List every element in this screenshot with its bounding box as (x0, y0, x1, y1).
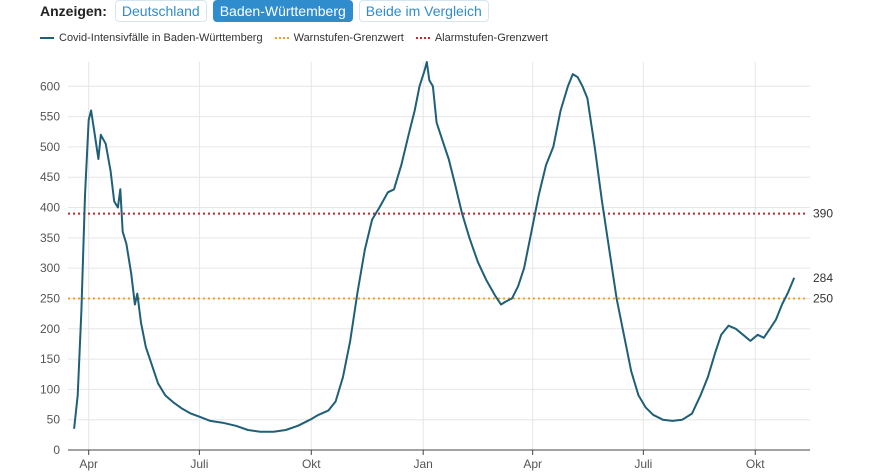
legend-label-alarm: Alarmstufen-Grenzwert (434, 32, 548, 44)
y-tick-label: 500 (40, 140, 60, 154)
y-tick-label: 300 (40, 261, 60, 275)
y-tick-label: 150 (40, 352, 60, 366)
x-tick-label: Okt (746, 457, 765, 471)
x-tick-label: Jan (414, 457, 433, 471)
x-tick-label: Juli (190, 457, 208, 471)
legend-item-alarm-threshold[interactable]: Alarmstufen-Grenzwert (415, 32, 548, 44)
y-tick-label: 100 (40, 382, 60, 396)
legend-label-intensive-care: Covid-Intensivfälle in Baden-Württemberg (59, 32, 263, 44)
end-label-warn: 250 (813, 291, 833, 305)
y-tick-label: 50 (47, 413, 61, 427)
y-tick-label: 200 (40, 322, 60, 336)
intensive-care-line (73, 61, 796, 433)
x-tick-label: Okt (302, 457, 321, 471)
y-tick-label: 400 (40, 201, 60, 215)
y-tick-label: 350 (40, 231, 60, 245)
legend-swatch-line (40, 37, 54, 39)
tab-baden-wuerttemberg[interactable]: Baden-Württemberg (212, 0, 353, 22)
y-tick-label: 450 (40, 170, 60, 184)
y-tick-label: 550 (40, 110, 60, 124)
end-label-alarm: 390 (813, 207, 833, 221)
legend-label-warn: Warnstufen-Grenzwert (293, 32, 404, 44)
x-tick-label: Apr (79, 457, 98, 471)
chart-legend: Covid-Intensivfälle in Baden-Württemberg… (40, 32, 548, 44)
view-selector-label: Anzeigen: (40, 3, 107, 19)
legend-swatch-alarm (415, 37, 430, 39)
x-tick-label: Apr (523, 457, 542, 471)
y-tick-label: 0 (53, 443, 60, 457)
legend-item-warn-threshold[interactable]: Warnstufen-Grenzwert (274, 32, 404, 44)
tab-beide-im-vergleich[interactable]: Beide im Vergleich (358, 0, 489, 22)
x-tick-label: Juli (634, 457, 652, 471)
y-tick-label: 600 (40, 79, 60, 93)
tab-deutschland[interactable]: Deutschland (114, 0, 207, 22)
end-label-current: 284 (813, 271, 833, 285)
view-selector: Anzeigen: Deutschland Baden-Württemberg … (40, 0, 489, 22)
legend-item-intensive-care[interactable]: Covid-Intensivfälle in Baden-Württemberg (40, 32, 263, 44)
legend-swatch-warn (274, 37, 289, 39)
y-tick-label: 250 (40, 291, 60, 305)
